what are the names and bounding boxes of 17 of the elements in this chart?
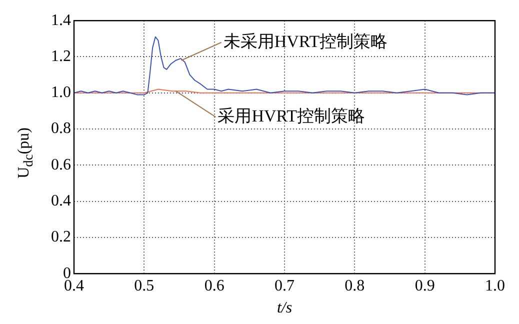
- x-tick-label: 0.5: [134, 277, 154, 294]
- x-tick-label: 0.8: [344, 277, 365, 294]
- y-tick-label: 1.0: [51, 84, 71, 102]
- y-tick-label: 0.8: [51, 120, 71, 138]
- y-tick-label: 1.4: [51, 12, 71, 29]
- y-tick-label: 0.2: [51, 228, 71, 246]
- x-axis-title: t/s: [276, 300, 292, 317]
- x-tick-label: 1.0: [485, 277, 505, 294]
- y-tick-label: 1.2: [51, 48, 71, 65]
- x-tick-label: 0.4: [64, 277, 84, 294]
- annotation: 采用HVRT控制策略: [218, 106, 366, 126]
- y-tick-label: 0.6: [51, 156, 71, 174]
- x-tick-label: 0.6: [204, 277, 224, 294]
- y-tick-label: 0.4: [51, 192, 71, 210]
- x-tick-label: 0.9: [414, 277, 435, 294]
- x-tick-label: 0.7: [274, 277, 294, 294]
- annotation: 未采用HVRT控制策略: [223, 32, 388, 51]
